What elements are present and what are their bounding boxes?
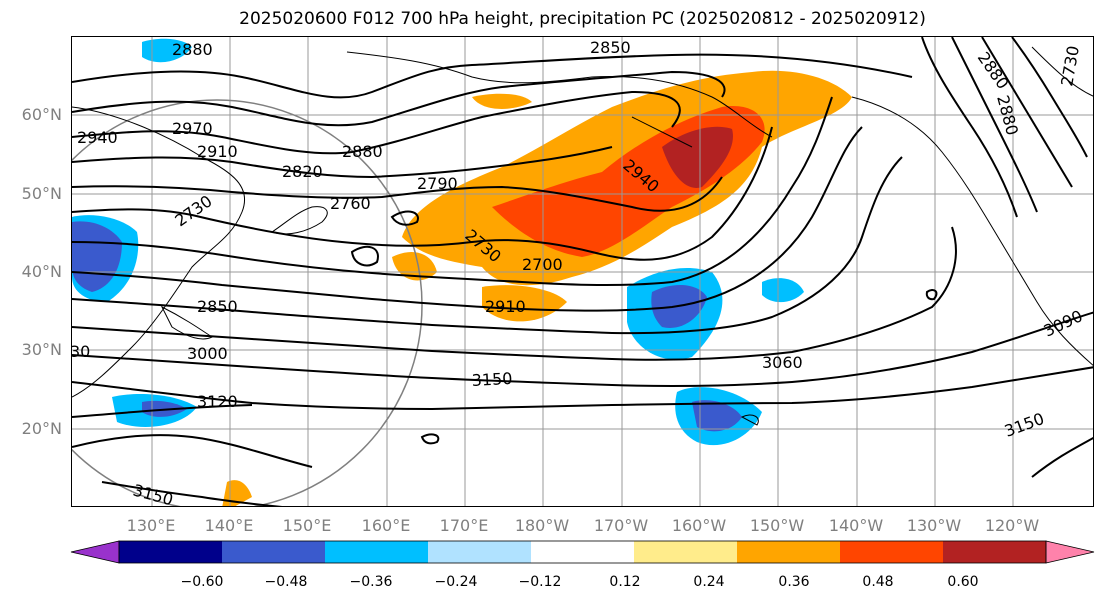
contour-label: 2880 [172,40,213,59]
map-canvas [72,37,1093,506]
colorbar-swatch [428,541,532,563]
contour-label: 3120 [197,392,238,411]
positive-anomaly-region [482,285,567,322]
positive-anomaly-region [392,252,437,281]
negative-anomaly-region [762,278,804,303]
colorbar-swatch [531,541,635,563]
contour-label: 2910 [485,297,526,316]
contour-label: 2820 [282,162,323,181]
colorbar-swatch [325,541,429,563]
colorbar-ticks: −0.60 −0.48 −0.36 −0.24 −0.12 0.12 0.24 … [181,574,979,590]
colorbar-tick-label: 0.60 [947,574,978,590]
colorbar-swatch [222,541,326,563]
colorbar-tick-label: −0.24 [435,574,478,590]
colorbar-tick-label: −0.36 [350,574,393,590]
contour-label: 2940 [77,128,118,147]
colorbar-tick-label: 0.12 [609,574,640,590]
contour-label-layer: 2880 2850 2940 2970 2910 2820 2880 2790 … [72,38,1086,506]
colorbar-swatch [70,540,120,564]
contour-label: 30 [72,342,90,361]
map-panel: 2880 2850 2940 2970 2910 2820 2880 2790 … [71,36,1094,507]
colorbar-swatch [634,541,738,563]
colorbar-swatch [119,541,223,563]
contour-label: 2700 [522,255,563,274]
contour-label: 2760 [330,194,371,213]
contour-label: 2790 [417,174,458,193]
negative-anomaly-region [692,400,742,432]
contour-label: 3060 [762,353,803,372]
colorbar-swatch [737,541,841,563]
colorbar-tick-label: 0.48 [862,574,893,590]
graticule [72,37,1093,506]
colorbar-tick-label: 0.24 [693,574,724,590]
contour-label: 2910 [197,142,238,161]
colorbar-swatch [840,541,944,563]
colorbar-tick-label: −0.60 [181,574,224,590]
contour-label: 2970 [172,119,213,138]
coastlines [72,46,1093,426]
colorbar-tick-label: −0.12 [519,574,562,590]
colorbar-swatch [1045,540,1095,564]
height-contours [72,37,1093,506]
map-title: 2025020600 F012 700 hPa height, precipit… [239,9,926,29]
contour-label: 2880 [342,142,383,161]
precip-shading [72,38,852,506]
colorbar-tick-label: −0.48 [265,574,308,590]
positive-anomaly-region [472,93,532,109]
contour-label: 3000 [187,344,228,363]
contour-label: 2850 [590,38,631,57]
range-circle [72,99,423,506]
strongest-positive-anomaly-region [662,126,733,188]
contour-label: 2850 [197,297,238,316]
colorbar-swatches [70,540,1095,564]
contour-label: 3150 [471,369,513,390]
colorbar-swatch [943,541,1047,563]
colorbar-frame [118,540,1047,564]
colorbar-tick-label: 0.36 [778,574,809,590]
negative-anomaly-region [142,38,192,63]
